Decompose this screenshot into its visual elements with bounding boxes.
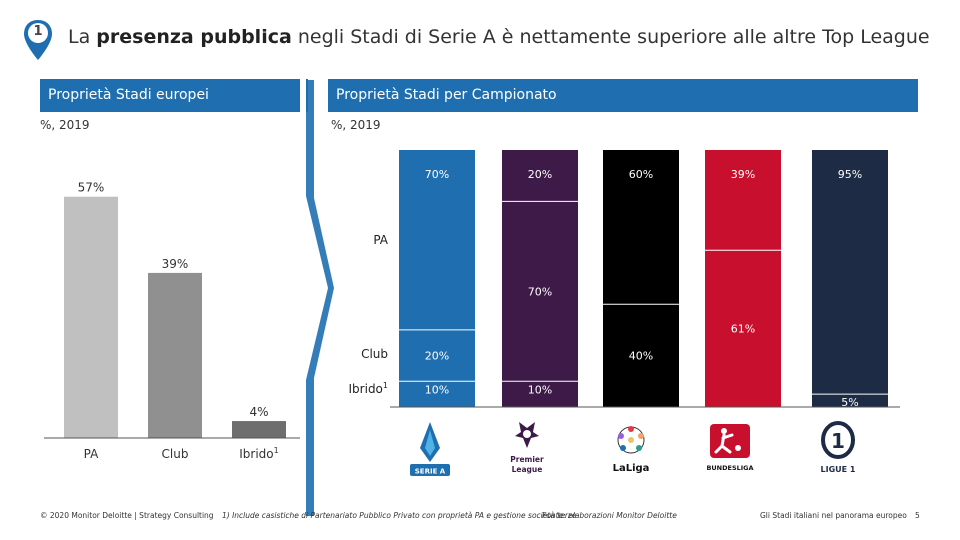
segment-value-label: 10% — [425, 383, 449, 396]
left-category-label: Ibrido1 — [239, 446, 278, 461]
footer-copyright: © 2020 Monitor Deloitte | Strategy Consu… — [40, 511, 214, 520]
left-bar-club — [148, 272, 202, 438]
left-bar-value-label: 4% — [249, 405, 268, 419]
segment-value-label: 20% — [528, 168, 552, 181]
svg-text:Premier: Premier — [510, 455, 544, 464]
chevron-separator-icon — [300, 78, 340, 518]
title-prefix: La — [68, 26, 97, 48]
left-subtitle: %, 2019 — [40, 118, 90, 132]
left-bar-value-label: 57% — [78, 181, 105, 195]
left-panel-header: Proprietà Stadi europei — [40, 79, 308, 112]
row-label-pa: PA — [373, 233, 388, 247]
row-label-club: Club — [361, 347, 388, 361]
left-bar-value-label: 39% — [162, 257, 189, 271]
svg-text:1: 1 — [831, 429, 845, 453]
segment-value-label: 5% — [841, 396, 858, 409]
serie-a-logo-icon: SERIE A — [400, 418, 460, 480]
footer-source: Fonte: elaborazioni Monitor Deloitte — [542, 511, 677, 520]
segment-value-label: 10% — [528, 383, 552, 396]
stacked-bar-serie-a — [399, 150, 475, 407]
footer-document-title: Gli Stadi italiani nel panorama europeo — [760, 511, 907, 520]
left-bar-pa — [64, 196, 118, 438]
map-pin-icon — [24, 20, 52, 60]
segment-value-label: 70% — [425, 168, 449, 181]
segment-value-label: 60% — [629, 168, 653, 181]
ligue1-logo-text: LIGUE 1 — [821, 465, 856, 474]
left-category-label: Club — [162, 447, 189, 461]
slide-number: 1 — [33, 24, 43, 39]
footer-note: 1) Include casistiche di Partenariato Pu… — [222, 511, 577, 520]
slide-number-badge: 1 — [22, 18, 54, 62]
row-label-ibrido: Ibrido1 — [349, 381, 388, 396]
serie-a-logo-text: SERIE A — [415, 468, 446, 476]
left-bar-chart: 57% PA 39% Club 4% Ibrido1 — [44, 181, 300, 461]
svg-text:League: League — [512, 465, 543, 474]
premier-league-logo-icon: Premier League — [497, 418, 557, 480]
stacked-bar-ligue-1 — [812, 150, 888, 407]
laliga-logo-icon: LaLiga — [601, 418, 661, 480]
left-category-label: PA — [84, 447, 99, 461]
right-subtitle: %, 2019 — [331, 118, 381, 132]
title-bold: presenza pubblica — [96, 26, 292, 48]
stacked-bar-bundesliga — [705, 150, 781, 407]
bundesliga-logo-text: BUNDESLIGA — [706, 464, 753, 472]
bundesliga-logo-icon: BUNDESLIGA — [700, 418, 760, 480]
right-panel-header: Proprietà Stadi per Campionato — [328, 79, 918, 112]
title-suffix: negli Stadi di Serie A è nettamente supe… — [291, 26, 930, 48]
stacked-bar-laliga — [603, 150, 679, 407]
segment-value-label: 39% — [731, 168, 755, 181]
segment-value-label: 95% — [838, 168, 862, 181]
slide-title: La presenza pubblica negli Stadi di Seri… — [68, 26, 930, 48]
segment-value-label: 20% — [425, 350, 449, 363]
segment-value-label: 61% — [731, 323, 755, 336]
left-bar-ibrido — [232, 421, 286, 438]
ligue1-logo-icon: 1 LIGUE 1 — [808, 418, 868, 480]
laliga-logo-text: LaLiga — [613, 463, 650, 474]
segment-value-label: 40% — [629, 350, 653, 363]
page-number: 5 — [915, 511, 920, 520]
segment-value-label: 70% — [528, 285, 552, 298]
right-stacked-bar-chart: 10% 20% 70% 10% 70% 20% 40% 60% 61% 39% 5% 95% PA Clu… — [349, 150, 900, 409]
stacked-bar-premier-league — [502, 150, 578, 407]
